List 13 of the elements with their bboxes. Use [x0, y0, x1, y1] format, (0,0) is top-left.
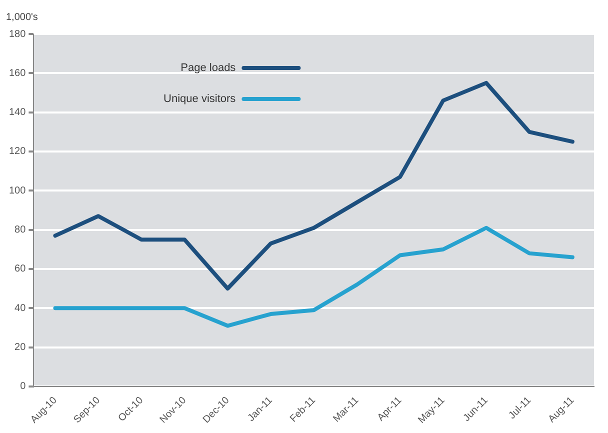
y-tick-label: 40	[14, 302, 26, 314]
y-tick-label: 80	[14, 224, 26, 236]
y-tick-label: 60	[14, 264, 26, 275]
legend-label: Unique visitors	[164, 93, 236, 106]
y-tick-label: 0	[20, 381, 26, 392]
y-tick-label: 140	[8, 107, 26, 118]
legend-label: Page loads	[180, 62, 236, 74]
y-tick-label: 180	[8, 28, 26, 40]
y-axis-title: 1,000's	[6, 12, 38, 23]
y-tick-label: 100	[8, 185, 26, 196]
y-tick-label: 160	[8, 68, 26, 79]
y-tick-label: 20	[14, 342, 26, 354]
y-tick-label: 120	[8, 146, 26, 158]
